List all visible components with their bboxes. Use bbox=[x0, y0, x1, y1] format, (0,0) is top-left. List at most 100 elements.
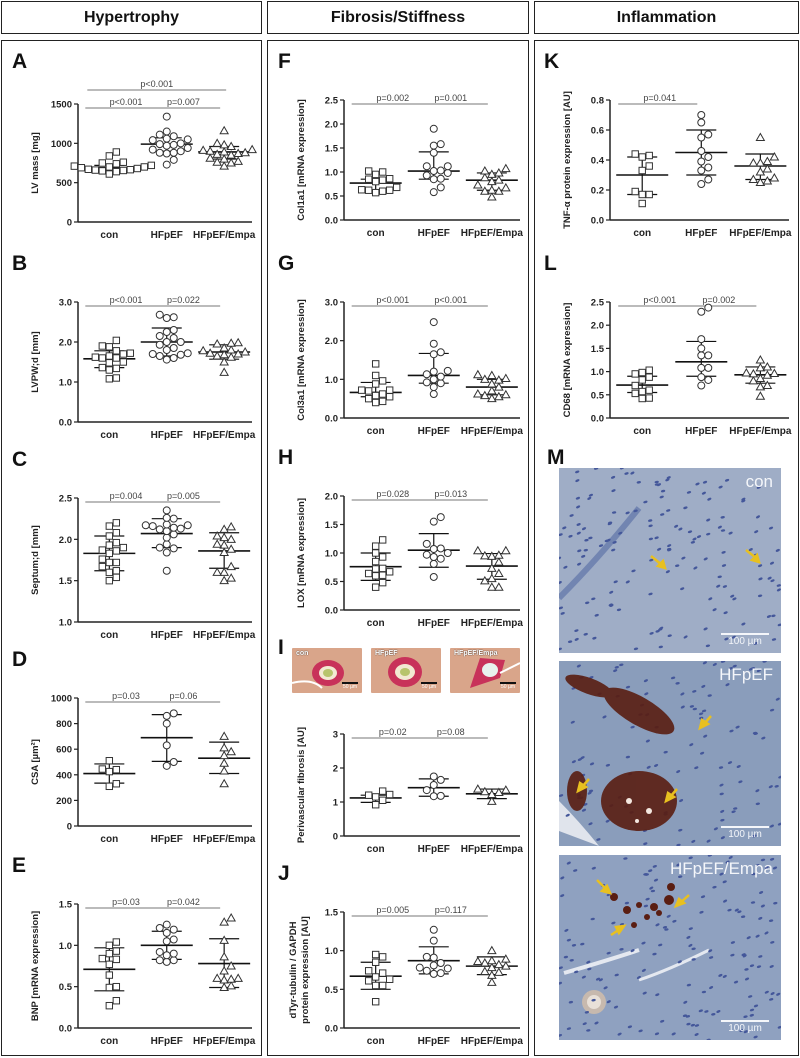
p-value-label: p<0.001 bbox=[110, 97, 143, 107]
data-point-square bbox=[70, 162, 79, 170]
data-point-triangle bbox=[198, 145, 209, 154]
scale-bar: 50 µm bbox=[500, 682, 516, 690]
data-point-triangle bbox=[479, 186, 490, 195]
data-point-triangle bbox=[219, 146, 230, 156]
data-point-square bbox=[371, 981, 380, 990]
data-point-square bbox=[112, 567, 121, 575]
x-tick-label: HFpEF/Empa bbox=[193, 1036, 256, 1047]
data-point-square bbox=[371, 958, 380, 966]
data-point-circle bbox=[436, 140, 445, 149]
data-point-triangle bbox=[226, 338, 237, 347]
data-point-square bbox=[112, 947, 121, 955]
data-point-circle bbox=[443, 549, 452, 557]
data-point-circle bbox=[162, 533, 171, 542]
x-tick-label: HFpEF bbox=[418, 1036, 450, 1047]
data-point-circle bbox=[169, 344, 178, 352]
data-point-square bbox=[371, 793, 380, 801]
data-point-triangle bbox=[479, 166, 490, 175]
p-value-label: p<0.001 bbox=[376, 295, 409, 305]
data-point-square bbox=[98, 354, 107, 362]
data-point-circle bbox=[169, 758, 178, 766]
data-point-square bbox=[105, 757, 114, 765]
data-point-circle bbox=[443, 168, 452, 177]
data-point-circle bbox=[169, 326, 178, 334]
chart-panel-L: L 0.0 0.5 1.0 1.5 2.0 2.5 CD68 [mRNA expression… bbox=[540, 250, 795, 442]
data-point-square bbox=[105, 960, 114, 969]
data-point-square bbox=[105, 949, 114, 958]
data-point-square bbox=[364, 977, 373, 985]
data-point-circle bbox=[429, 390, 438, 399]
x-tick-label: HFpEF/Empa bbox=[461, 618, 524, 629]
data-point-square bbox=[98, 342, 107, 350]
data-point-circle bbox=[429, 350, 438, 359]
p-value-label: p=0.03 bbox=[112, 691, 140, 701]
data-point-triangle bbox=[472, 545, 483, 555]
tissue-texture bbox=[559, 661, 781, 846]
tissue-texture bbox=[559, 855, 781, 1040]
y-tick-label: 0.0 bbox=[325, 1024, 338, 1035]
data-point-square bbox=[105, 366, 114, 374]
data-point-circle bbox=[155, 525, 164, 534]
data-point-triangle bbox=[486, 563, 497, 572]
y-tick-label: 2 bbox=[333, 764, 338, 775]
data-point-circle bbox=[436, 348, 445, 357]
data-point-triangle bbox=[205, 348, 216, 357]
data-point-triangle bbox=[219, 575, 230, 585]
data-point-triangle bbox=[219, 778, 230, 788]
data-point-square bbox=[385, 568, 394, 576]
data-point-triangle bbox=[226, 746, 237, 756]
data-point-square bbox=[105, 549, 114, 558]
data-point-square bbox=[371, 398, 380, 407]
data-point-circle bbox=[169, 148, 178, 157]
data-point-triangle bbox=[240, 346, 251, 356]
data-point-square bbox=[645, 373, 653, 381]
data-point-triangle bbox=[486, 378, 497, 388]
data-point-triangle bbox=[493, 568, 504, 578]
data-point-square bbox=[378, 578, 387, 587]
chart-panel-H: H 0.0 0.5 1.0 1.5 2.0 LOX [mRNA expression] con… bbox=[274, 444, 526, 634]
y-axis-label: BNP [mRNA expression] bbox=[30, 911, 41, 1021]
p-value-label: p=0.03 bbox=[112, 897, 140, 907]
y-tick-label: 0.0 bbox=[59, 1024, 72, 1035]
data-point-circle bbox=[176, 524, 185, 533]
chart-H: 0.0 0.5 1.0 1.5 2.0 LOX [mRNA expression] con H… bbox=[296, 489, 524, 629]
data-point-triangle bbox=[486, 977, 497, 986]
data-point-circle bbox=[443, 366, 452, 375]
data-point-triangle bbox=[493, 375, 504, 384]
data-point-triangle bbox=[226, 141, 237, 150]
data-point-circle bbox=[169, 313, 178, 322]
panel-label-L: L bbox=[544, 252, 557, 275]
data-point-triangle bbox=[233, 156, 244, 165]
chart-panel-I: I 0 1 2 3 Perivascular fibrosis [AU] con HFpEF H… bbox=[274, 634, 526, 860]
data-point-triangle bbox=[472, 784, 483, 793]
header-hypertrophy: Hypertrophy bbox=[1, 1, 262, 34]
data-point-circle bbox=[429, 167, 438, 176]
data-point-square bbox=[105, 343, 114, 351]
data-point-circle bbox=[155, 310, 164, 319]
data-point-triangle bbox=[226, 521, 237, 531]
data-point-triangle bbox=[233, 973, 244, 982]
data-point-triangle bbox=[212, 350, 223, 360]
data-point-square bbox=[378, 969, 387, 977]
data-point-triangle bbox=[748, 174, 759, 183]
y-tick-label: 500 bbox=[56, 178, 72, 189]
y-tick-label: 3.0 bbox=[59, 298, 72, 309]
x-tick-label: HFpEF/Empa bbox=[461, 1036, 524, 1047]
data-point-square bbox=[105, 983, 114, 992]
y-tick-label: 1.0 bbox=[325, 375, 338, 386]
vessel-image bbox=[450, 648, 520, 693]
data-point-square bbox=[631, 150, 639, 158]
data-point-square bbox=[645, 162, 653, 170]
data-point-square bbox=[645, 151, 653, 160]
data-point-square bbox=[105, 532, 114, 540]
data-point-circle bbox=[148, 136, 157, 145]
data-point-square bbox=[105, 541, 114, 549]
y-tick-label: 0.0 bbox=[591, 414, 604, 425]
data-point-square bbox=[105, 971, 114, 979]
data-point-triangle bbox=[233, 148, 244, 158]
chart-panel-K: K 0.0 0.2 0.4 0.6 0.8 TNF-α protein expression… bbox=[540, 48, 795, 244]
data-point-square bbox=[91, 166, 100, 174]
p-value-label: p=0.005 bbox=[376, 905, 409, 915]
column-inflammation bbox=[534, 40, 799, 1056]
data-point-square bbox=[105, 375, 114, 383]
